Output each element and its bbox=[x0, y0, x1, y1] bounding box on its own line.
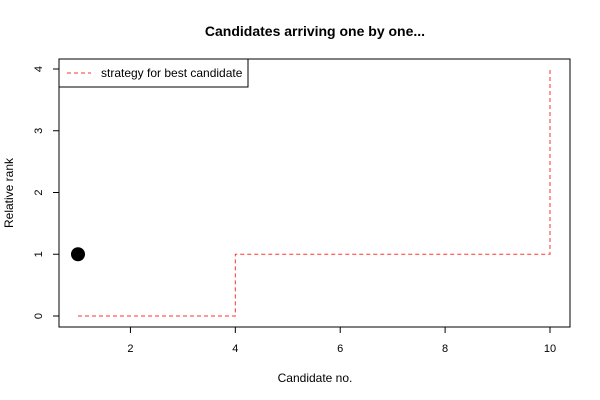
y-tick-label: 4 bbox=[33, 66, 45, 72]
legend: strategy for best candidate bbox=[58, 58, 249, 88]
y-axis-label: Relative rank bbox=[2, 157, 16, 228]
y-tick-label: 2 bbox=[33, 189, 45, 195]
y-tick-label: 0 bbox=[33, 313, 45, 319]
x-tick-label: 2 bbox=[127, 343, 133, 355]
x-tick-label: 6 bbox=[337, 343, 343, 355]
series-layer bbox=[78, 69, 551, 317]
x-axis: 2 4 6 8 10 bbox=[127, 326, 556, 355]
y-axis: 0 1 2 3 4 bbox=[33, 66, 60, 319]
plot-frame bbox=[58, 58, 571, 328]
y-tick-label: 3 bbox=[33, 128, 45, 134]
chart-title: Candidates arriving one by one... bbox=[205, 23, 425, 39]
data-point bbox=[71, 247, 85, 262]
y-tick-label: 1 bbox=[33, 251, 45, 257]
points-layer bbox=[71, 247, 85, 262]
x-tick-label: 8 bbox=[442, 343, 448, 355]
series-line bbox=[78, 69, 551, 317]
legend-label: strategy for best candidate bbox=[101, 66, 243, 80]
x-tick-label: 4 bbox=[232, 343, 238, 355]
x-tick-label: 10 bbox=[544, 343, 556, 355]
x-axis-label: Candidate no. bbox=[278, 371, 353, 385]
